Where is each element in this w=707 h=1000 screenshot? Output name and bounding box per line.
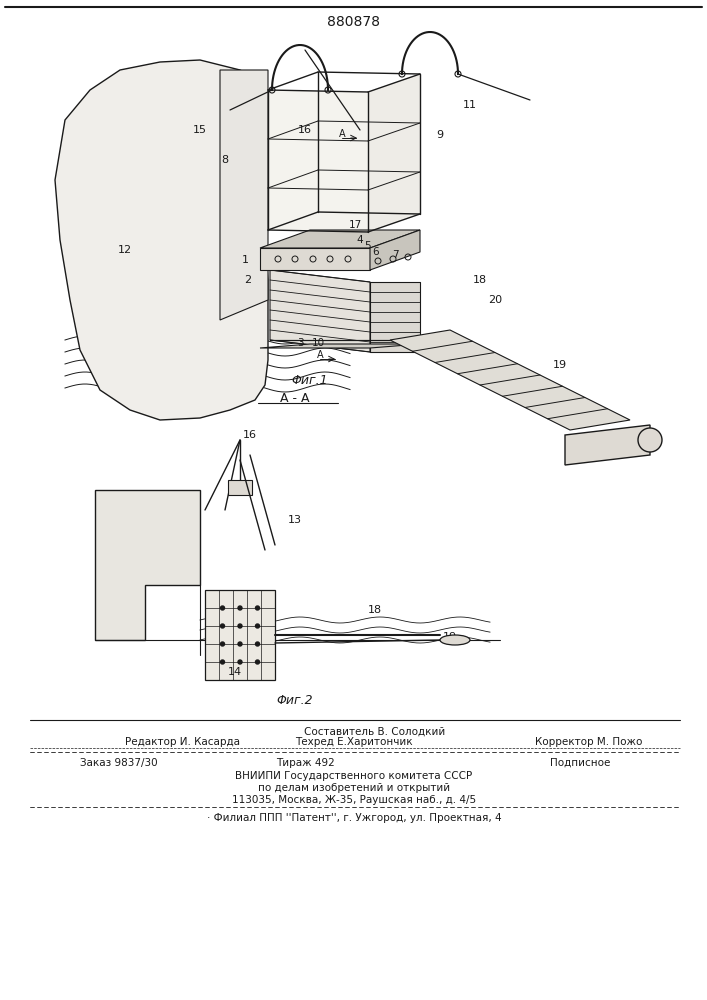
Text: 1: 1 <box>242 255 248 265</box>
Text: 19: 19 <box>443 632 457 642</box>
Text: 15: 15 <box>193 125 207 135</box>
Text: A: A <box>317 350 323 360</box>
Text: 18: 18 <box>473 275 487 285</box>
Circle shape <box>238 606 242 610</box>
Polygon shape <box>55 60 268 420</box>
Polygon shape <box>260 344 420 348</box>
Polygon shape <box>205 590 275 680</box>
Circle shape <box>638 428 662 452</box>
Text: 16: 16 <box>243 430 257 440</box>
Text: 6: 6 <box>373 247 380 257</box>
Polygon shape <box>220 70 268 320</box>
Text: по делам изобретений и открытий: по делам изобретений и открытий <box>258 783 450 793</box>
Text: 12: 12 <box>118 245 132 255</box>
Ellipse shape <box>440 635 470 645</box>
Circle shape <box>238 642 242 646</box>
Circle shape <box>221 642 225 646</box>
Polygon shape <box>370 230 420 270</box>
Circle shape <box>221 660 225 664</box>
Polygon shape <box>270 270 370 352</box>
Text: 18: 18 <box>368 605 382 615</box>
Circle shape <box>255 624 259 628</box>
Text: 17: 17 <box>349 220 361 230</box>
Polygon shape <box>260 248 370 270</box>
Text: 7: 7 <box>392 250 398 260</box>
Circle shape <box>221 606 225 610</box>
Text: 14: 14 <box>228 667 242 677</box>
Polygon shape <box>260 230 420 248</box>
Text: Составитель В. Солодкий: Составитель В. Солодкий <box>305 727 445 737</box>
Text: 2: 2 <box>245 275 252 285</box>
Text: 20: 20 <box>488 295 502 305</box>
Circle shape <box>255 642 259 646</box>
Text: 4: 4 <box>357 235 363 245</box>
Text: Редактор И. Касарда: Редактор И. Касарда <box>125 737 240 747</box>
Text: ВНИИПИ Государственного комитета СССР: ВНИИПИ Государственного комитета СССР <box>235 771 472 781</box>
Text: 16: 16 <box>298 125 312 135</box>
Text: Заказ 9837/30: Заказ 9837/30 <box>80 758 158 768</box>
Text: 9: 9 <box>436 130 443 140</box>
Text: A: A <box>339 129 345 139</box>
Text: Φиг.1: Φиг.1 <box>292 373 328 386</box>
Circle shape <box>221 624 225 628</box>
Text: 5: 5 <box>365 241 371 251</box>
Text: 11: 11 <box>463 100 477 110</box>
Text: 8: 8 <box>221 155 228 165</box>
Circle shape <box>238 624 242 628</box>
Text: 19: 19 <box>553 360 567 370</box>
Text: · Филиал ППП ''Патент'', г. Ужгород, ул. Проектная, 4: · Филиал ППП ''Патент'', г. Ужгород, ул.… <box>206 813 501 823</box>
Polygon shape <box>228 480 252 495</box>
Text: Техред Е.Харитончик: Техред Е.Харитончик <box>295 737 413 747</box>
Text: Корректор М. Пожо: Корректор М. Пожо <box>535 737 643 747</box>
Polygon shape <box>368 74 420 232</box>
Polygon shape <box>268 90 368 232</box>
Polygon shape <box>390 330 630 430</box>
Polygon shape <box>95 490 200 640</box>
Circle shape <box>255 660 259 664</box>
Text: 3: 3 <box>297 338 303 348</box>
Text: 880878: 880878 <box>327 15 380 29</box>
Circle shape <box>255 606 259 610</box>
Text: Φиг.2: Φиг.2 <box>276 694 313 706</box>
Circle shape <box>238 660 242 664</box>
Polygon shape <box>565 425 650 465</box>
Polygon shape <box>370 282 420 352</box>
Text: 113035, Москва, Ж-35, Раушская наб., д. 4/5: 113035, Москва, Ж-35, Раушская наб., д. … <box>232 795 476 805</box>
Text: А - А: А - А <box>280 391 310 404</box>
Text: Тираж 492: Тираж 492 <box>276 758 334 768</box>
Text: Подписное: Подписное <box>550 758 610 768</box>
Text: 13: 13 <box>288 515 302 525</box>
Text: 10: 10 <box>312 338 325 348</box>
